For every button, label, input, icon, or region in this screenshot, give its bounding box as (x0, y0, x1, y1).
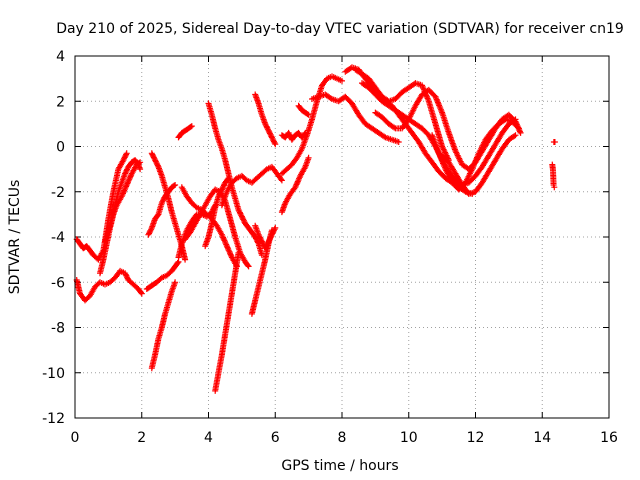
x-axis-label: GPS time / hours (281, 458, 398, 474)
plus-markers (550, 139, 558, 145)
x-tick-label: 2 (137, 430, 146, 446)
y-axis-label: SDTVAR / TECUs (7, 180, 23, 295)
plus-markers (278, 154, 312, 216)
y-tick-label: 0 (56, 140, 65, 156)
series-track-17 (252, 91, 279, 148)
chart-title: Day 210 of 2025, Sidereal Day-to-day VTE… (56, 21, 624, 37)
y-tick-label: 2 (56, 94, 65, 110)
y-tick-label: -12 (42, 411, 65, 427)
x-tick-label: 12 (467, 430, 485, 446)
series-track-32 (549, 161, 558, 191)
series-track-22 (278, 73, 345, 177)
x-tick-label: 16 (600, 430, 618, 446)
plus-markers (143, 258, 182, 292)
y-tick-label: -8 (51, 321, 65, 337)
series-track-1 (73, 150, 130, 263)
y-tick-label: -10 (42, 366, 65, 382)
plus-markers (148, 279, 179, 372)
plus-markers (429, 116, 522, 193)
series-track-13 (202, 175, 232, 250)
x-tick-label: 0 (71, 430, 80, 446)
x-tick-label: 8 (338, 430, 347, 446)
plus-markers (295, 102, 312, 118)
series-track-15 (212, 249, 242, 394)
series-track-5 (143, 258, 182, 292)
plus-markers (175, 123, 195, 141)
data-points (73, 64, 558, 394)
series-track-3 (97, 159, 144, 277)
plus-markers (549, 161, 558, 191)
axes: 0 2 4 6 8 10 12 14 16 4 2 0 -2 -4 -6 -8 -10 -12 (42, 49, 618, 446)
series-track-19 (248, 227, 275, 317)
series-track-29 (429, 116, 522, 193)
series-track-14 (205, 100, 265, 259)
y-tick-label: -2 (51, 185, 65, 201)
series-track-24 (309, 91, 402, 145)
series-track-7 (148, 150, 189, 263)
y-tick-label: 4 (56, 49, 65, 65)
plus-markers (202, 175, 232, 250)
series-track-16 (218, 163, 285, 209)
series-track-30 (439, 132, 519, 197)
plus-markers (278, 73, 345, 177)
series-track-23 (295, 102, 312, 118)
series-track-31 (550, 139, 558, 145)
plus-markers (97, 159, 144, 277)
plus-markers (252, 91, 279, 148)
x-tick-label: 14 (533, 430, 551, 446)
y-tick-label: -6 (51, 275, 65, 291)
series-track-9 (175, 123, 195, 141)
series-track-8 (148, 279, 179, 372)
plus-markers (248, 227, 275, 317)
plus-markers (73, 150, 130, 263)
series-track-20 (278, 129, 309, 143)
plus-markers (145, 182, 179, 238)
y-tick-label: -4 (51, 230, 65, 246)
plus-markers (439, 132, 519, 197)
plus-markers (212, 249, 242, 394)
series-track-2 (73, 267, 145, 304)
plus-markers (278, 129, 309, 143)
plus-markers (309, 91, 402, 145)
plus-markers (148, 150, 189, 263)
series-track-6 (145, 182, 179, 238)
plus-markers (218, 163, 285, 209)
plus-markers (102, 157, 144, 245)
plus-markers (73, 267, 145, 304)
series-track-21 (278, 154, 312, 216)
x-tick-label: 4 (204, 430, 213, 446)
x-tick-label: 6 (271, 430, 280, 446)
plot-frame (74, 55, 610, 419)
x-tick-label: 10 (400, 430, 418, 446)
plus-markers (205, 100, 265, 259)
series-track-4 (102, 157, 144, 245)
